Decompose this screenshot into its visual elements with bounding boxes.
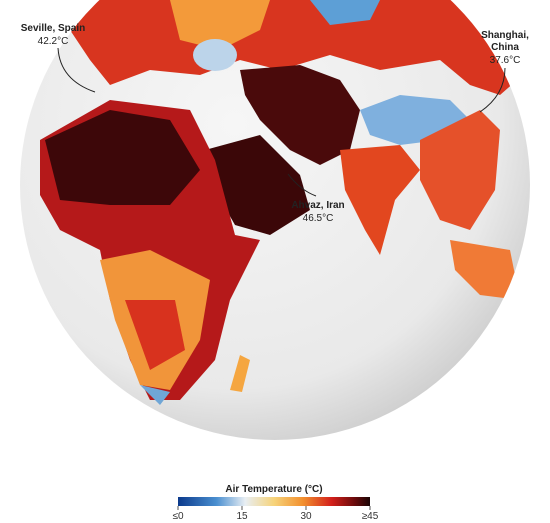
temperature-label: 42.2°C [38,36,69,47]
leader-line [57,47,96,93]
legend-tick-label: ≤0 [172,511,183,522]
land-islands [450,240,520,300]
color-bar [178,497,370,506]
land-cape [140,385,170,405]
leader-line [479,67,506,113]
globe [20,0,530,440]
place-label: Shanghai, [481,30,529,41]
leader-line [287,173,317,197]
land-india [340,145,420,255]
temperature-label: 37.6°C [490,55,521,66]
land-sahara [45,110,200,205]
place-label: China [491,42,519,53]
legend-tick-label: ≥45 [362,511,379,522]
annotations: Seville, Spain 42.2°C Shanghai, China 37… [21,23,529,224]
legend-tick-label: 30 [300,511,312,522]
land-south-africa [125,300,185,370]
land-hot [240,65,360,165]
legend-tick-label: 15 [236,511,248,522]
land-hot [205,135,310,235]
land-cool-patch [310,0,380,25]
temperature-label: 46.5°C [303,213,334,224]
land-madagascar [230,355,250,392]
land-cool-patch [193,39,237,71]
legend-title: Air Temperature (°C) [225,484,322,495]
place-label: Ahvaz, Iran [291,200,344,211]
land-east-asia [420,110,500,230]
place-label: Seville, Spain [21,23,85,34]
land-warm-patch [170,0,270,50]
land-australia [505,300,530,365]
legend: Air Temperature (°C) ≤0 15 30 ≥45 [172,484,378,522]
